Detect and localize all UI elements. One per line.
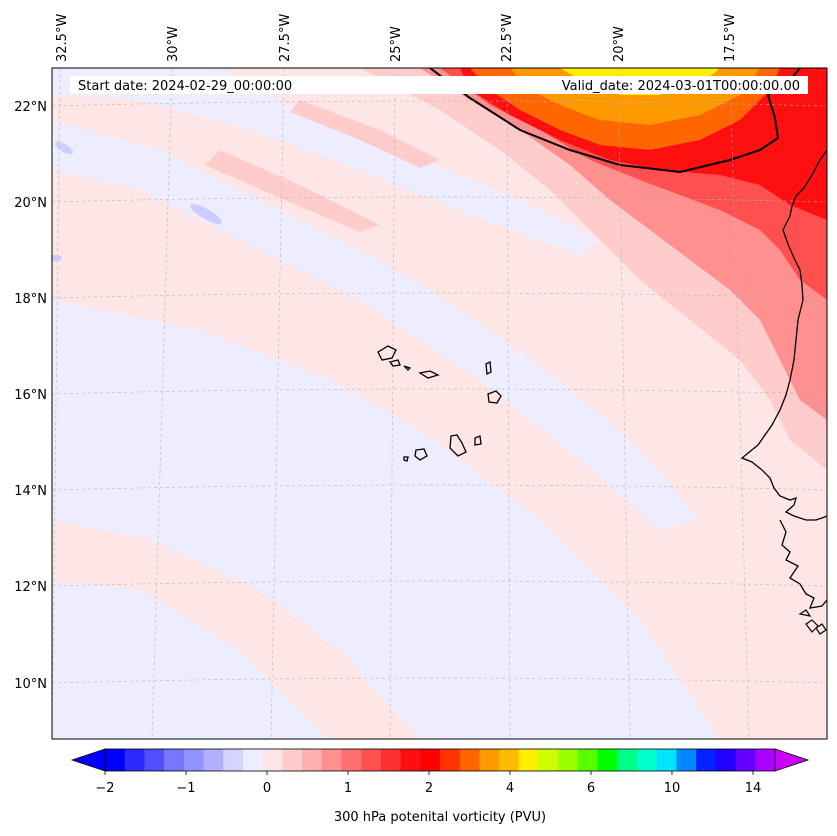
colorbar-tick-label: 0: [263, 781, 271, 796]
header-bar: [70, 76, 808, 94]
colorbar-tick-label: 10: [664, 781, 681, 796]
colorbar-swatch: [164, 749, 185, 771]
colorbar-swatch: [262, 749, 283, 771]
pv-positive-streak: [290, 100, 440, 168]
colorbar-swatch: [597, 749, 618, 771]
colorbar-tick-label: 4: [506, 781, 514, 796]
island-fogo: [414, 448, 428, 461]
colorbar-tick-labels: −2 −1 0 1 2 4 6 10 14: [95, 781, 761, 796]
colorbar-swatch: [577, 749, 599, 771]
valid-date-label: Valid_date: 2024-03-01T00:00:00.00: [562, 79, 800, 94]
lon-label: 27.5°W: [278, 14, 293, 62]
colorbar-swatch: [656, 749, 677, 771]
island-sao-nicolau: [403, 365, 412, 371]
colorbar-swatch: [479, 749, 500, 771]
colorbar-swatch: [459, 749, 480, 771]
colorbar-ticks: [104, 771, 754, 775]
colorbar-swatch: [617, 749, 638, 771]
colorbar-swatch: [755, 749, 776, 771]
colorbar-swatch: [124, 749, 145, 771]
map-panel: [52, 68, 827, 739]
longitude-labels: 32.5°W 30°W 27.5°W 25°W 22.5°W 20°W 17.5…: [55, 14, 738, 62]
colorbar-tick-label: −1: [176, 781, 195, 796]
colorbar-swatch: [420, 749, 441, 771]
colorbar-swatch: [302, 749, 323, 771]
pv-negative-spot: [52, 255, 62, 261]
colorbar-swatch: [735, 749, 756, 771]
pv-negative-band: [52, 68, 600, 255]
colorbar-swatch: [361, 749, 382, 771]
colorbar-swatch: [440, 749, 461, 771]
island-santo-antao: [377, 345, 397, 361]
island-sao-vicente: [388, 359, 401, 367]
colorbar-swatch: [676, 749, 697, 771]
colorbar-swatch: [518, 749, 540, 771]
lat-label: 20°N: [14, 196, 47, 211]
colorbar-swatch: [696, 749, 717, 771]
island-brava: [403, 456, 409, 462]
pv-positive-streak: [205, 150, 380, 232]
colorbar-tick-label: 6: [587, 781, 595, 796]
colorbar-tick-label: 14: [745, 781, 762, 796]
lat-label: 22°N: [14, 100, 47, 115]
pv-negative-spot: [55, 141, 73, 155]
colorbar-swatch: [341, 749, 362, 771]
colorbar-swatch: [203, 749, 224, 771]
lon-label: 30°W: [166, 26, 181, 62]
colorbar-extend-low: [70, 748, 106, 772]
pv-negative-spot: [190, 204, 222, 224]
colorbar-swatch: [538, 749, 559, 771]
lat-label: 18°N: [14, 292, 47, 307]
colorbar-tick-label: 2: [425, 781, 433, 796]
colorbar-swatch: [105, 749, 126, 771]
lat-label: 12°N: [14, 580, 47, 595]
colorbar-swatch: [223, 749, 244, 771]
graticule: [52, 68, 827, 739]
pv-positive-streak: [52, 200, 330, 345]
colorbar-swatch: [380, 749, 402, 771]
lon-label: 22.5°W: [500, 14, 515, 62]
colorbar-title: 300 hPa potenital vorticity (PVU): [334, 810, 546, 825]
lat-label: 10°N: [14, 677, 47, 692]
colorbar-swatch: [715, 749, 737, 771]
africa-coastline: [740, 149, 827, 521]
island-sal: [485, 360, 492, 376]
colorbar: −2 −1 0 1 2 4 6 10 14 300 hPa potenital …: [70, 748, 810, 825]
colorbar-swatch: [637, 749, 658, 771]
lat-label: 14°N: [14, 484, 47, 499]
cape-verde-islands: [377, 345, 502, 462]
colorbar-swatches: [105, 749, 776, 771]
colorbar-swatch: [183, 749, 205, 771]
colorbar-extend-high: [774, 748, 810, 772]
colorbar-tick-label: −2: [95, 781, 114, 796]
colorbar-swatch: [242, 749, 264, 771]
start-date-label: Start date: 2024-02-29_00:00:00: [78, 79, 292, 94]
island-santiago: [449, 434, 467, 457]
lon-label: 20°W: [612, 26, 627, 62]
colorbar-swatch: [282, 749, 303, 771]
africa-coastline-south: [779, 519, 827, 609]
colorbar-tick-label: 1: [344, 781, 352, 796]
colorbar-outline: [104, 748, 776, 772]
lat-label: 16°N: [14, 388, 47, 403]
island-maio: [474, 435, 482, 446]
pv-2pvu-contour: [429, 68, 801, 174]
lon-label: 17.5°W: [723, 14, 738, 62]
lon-label: 32.5°W: [55, 14, 70, 62]
colorbar-swatch: [558, 749, 579, 771]
colorbar-swatch: [321, 749, 342, 771]
island-boa-vista: [487, 390, 502, 404]
island-santa-luzia: [418, 370, 440, 379]
colorbar-swatch: [144, 749, 165, 771]
bijagos-islands: [798, 609, 827, 635]
plot-frame: [51, 67, 828, 740]
lon-label: 25°W: [389, 26, 404, 62]
pv-positive-streak: [52, 520, 420, 739]
latitude-labels: 22°N 20°N 18°N 16°N 14°N 12°N 10°N: [14, 100, 47, 692]
colorbar-swatch: [400, 749, 421, 771]
colorbar-swatch: [499, 749, 520, 771]
